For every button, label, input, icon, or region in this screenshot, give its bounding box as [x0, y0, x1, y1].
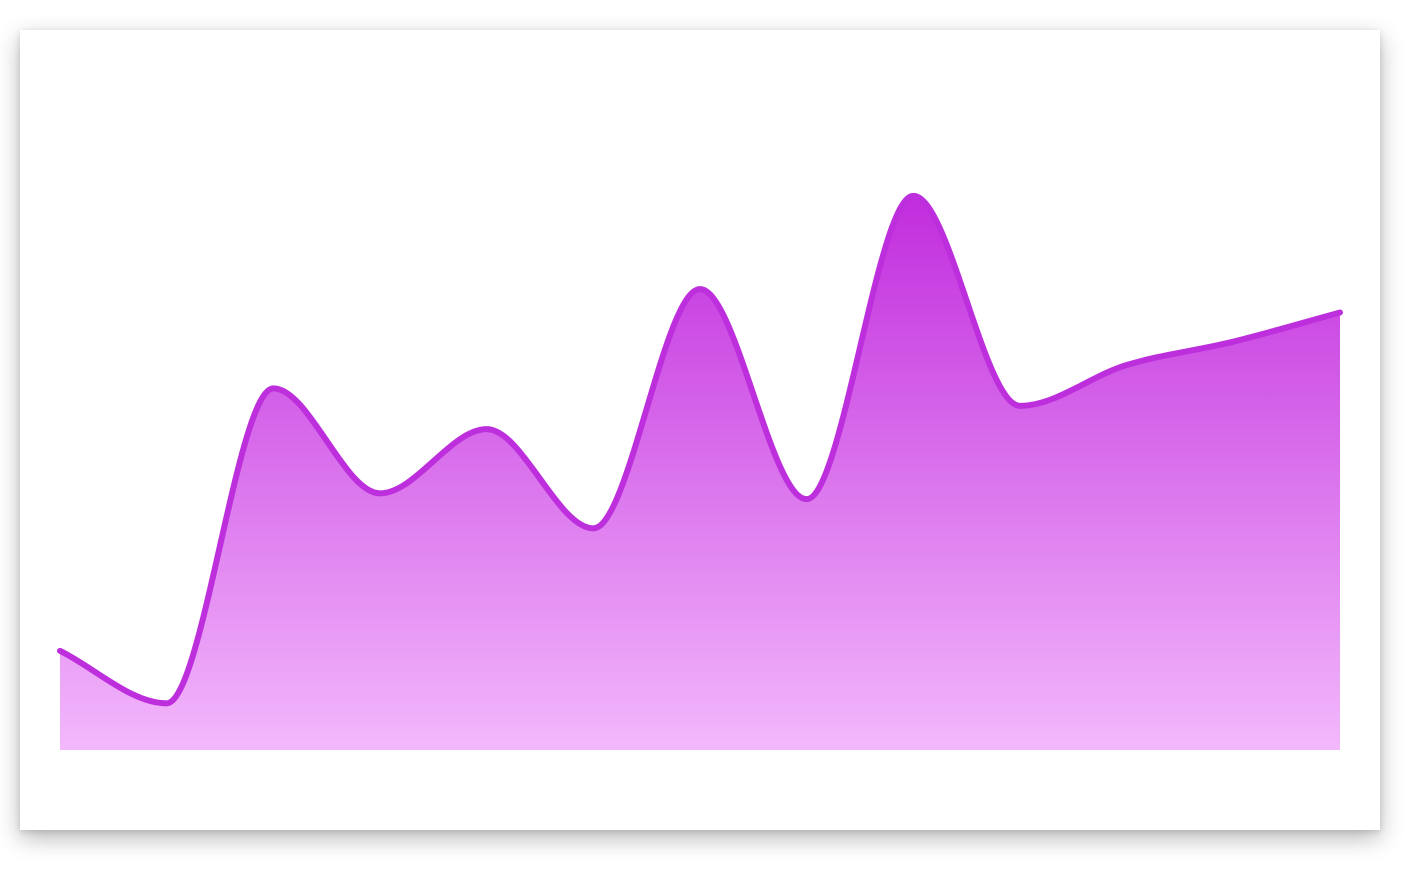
chart-card — [20, 30, 1380, 830]
area-fill — [60, 195, 1340, 751]
area-chart — [57, 192, 1343, 751]
series-line — [57, 192, 1343, 707]
